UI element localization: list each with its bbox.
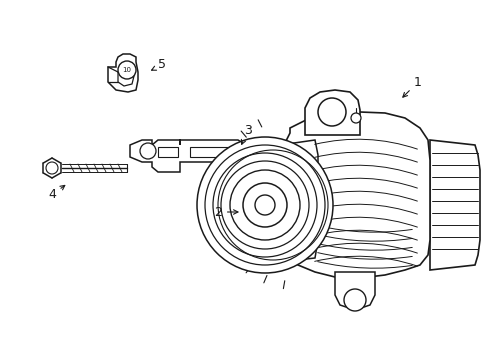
Text: 5: 5 [151,58,165,72]
Circle shape [221,161,308,249]
Circle shape [343,289,365,311]
Circle shape [350,113,360,123]
Circle shape [317,98,346,126]
Text: 2: 2 [214,206,238,219]
Text: 10: 10 [122,67,131,73]
Circle shape [213,153,316,257]
Circle shape [197,137,332,273]
Polygon shape [118,67,134,86]
Polygon shape [237,145,246,155]
Polygon shape [283,112,429,278]
Text: 3: 3 [241,123,251,144]
Circle shape [46,162,58,174]
Polygon shape [275,140,317,262]
Text: 1: 1 [402,76,421,97]
Circle shape [118,61,136,79]
Text: 4: 4 [48,185,64,202]
Circle shape [243,183,286,227]
Circle shape [204,145,325,265]
Circle shape [254,195,274,215]
Polygon shape [334,272,374,310]
Circle shape [229,170,299,240]
Polygon shape [429,140,479,270]
Polygon shape [305,90,359,135]
Polygon shape [108,54,138,92]
Polygon shape [130,140,245,172]
Circle shape [140,143,156,159]
